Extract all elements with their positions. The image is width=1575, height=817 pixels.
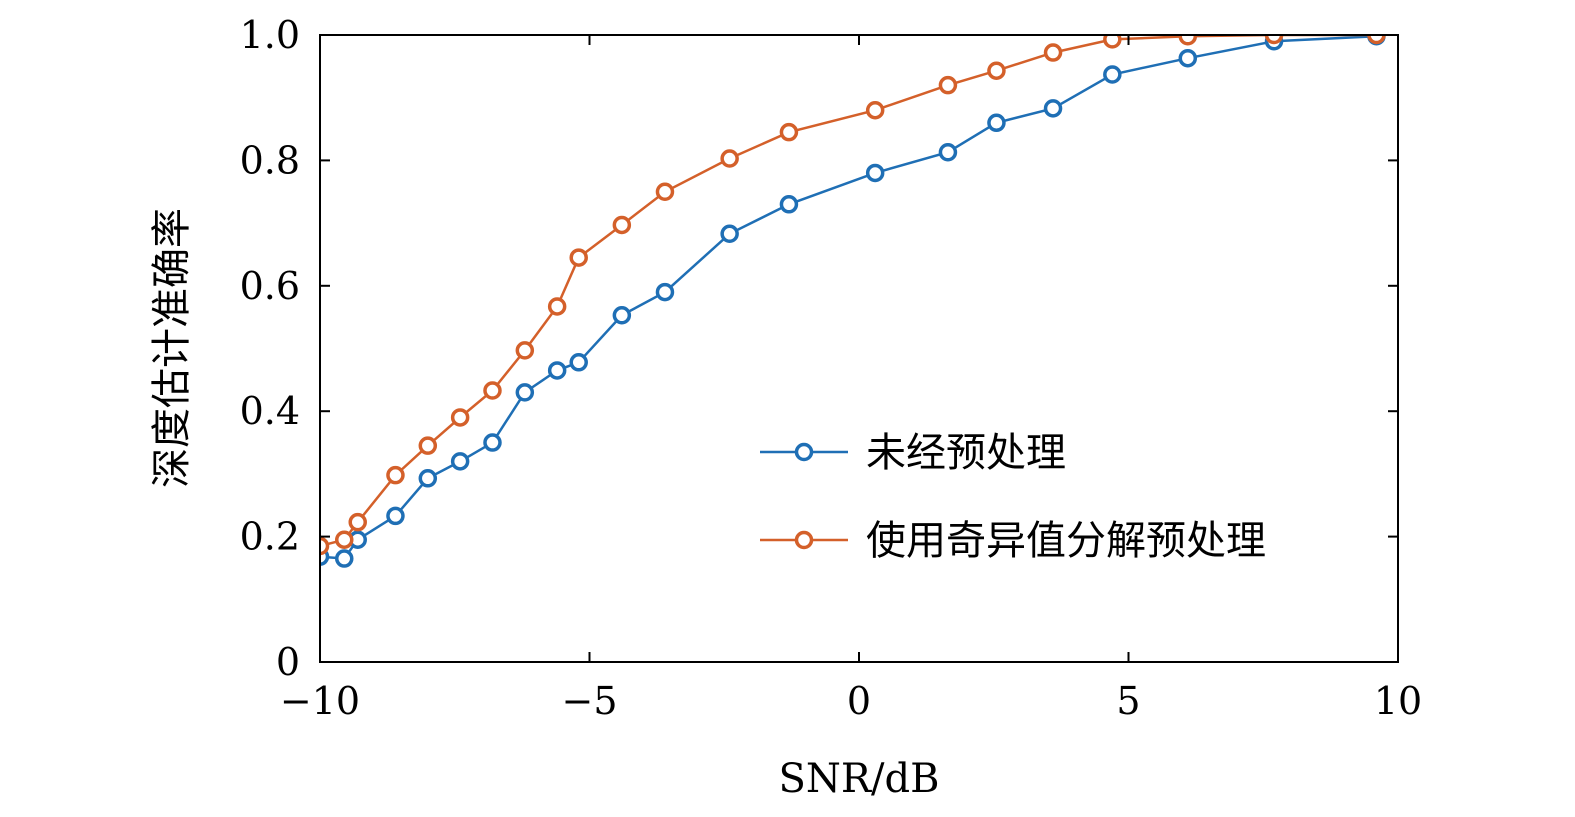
series-1 [320,35,1386,568]
series-1-point [483,433,502,452]
series-1-point [720,224,739,244]
series-2-point [569,248,588,267]
series-1-point [779,195,799,214]
y-tick-label: 0.6 [240,264,300,308]
series-2-point [547,297,567,316]
series-1-point [515,383,535,402]
x-tick-label: −5 [561,679,617,723]
series-2-point [987,61,1006,80]
series-1-point [1178,48,1198,68]
series-1-point [1103,65,1122,84]
legend-marker-2 [794,530,814,550]
legend-marker-1 [794,442,814,462]
series-1-point [612,306,632,325]
y-tick-label: 0.8 [240,138,300,182]
series-1-point [335,549,354,568]
series-2-point [320,536,330,556]
series-1-point [547,361,567,380]
series-2-point [1103,35,1122,49]
series-2-point [515,341,535,360]
series-2-point [1367,35,1386,45]
series-2-point [865,100,885,120]
plot-frame [319,34,1399,663]
series-2-point [1043,43,1063,62]
series-2-point [418,436,438,455]
series-1-point [865,163,885,183]
series-2-point [720,149,739,168]
legend-label-1: 未经预处理 [866,430,1066,476]
x-axis-title: SNR/dB [779,756,940,802]
legend-label-2: 使用奇异值分解预处理 [866,518,1266,564]
series-1-line [320,35,1377,560]
series-1-point [450,452,470,471]
x-tick-label: −10 [280,679,360,723]
series-2-point [655,182,675,201]
series-2-point [1264,35,1284,45]
series-2-point [483,381,502,400]
series-2-point [938,75,958,95]
y-tick-label: 0 [276,640,300,684]
series-2-point [386,465,405,485]
series-2-point [348,512,367,532]
series-2-point [1178,35,1198,46]
series-2 [320,35,1386,556]
x-tick-label: 0 [847,679,871,723]
series-2-point [335,530,354,549]
x-tick-label: 5 [1116,679,1140,723]
y-tick-label: 0.4 [240,389,300,433]
series-1-point [938,142,958,162]
series-1-point [569,353,588,372]
y-tick-label: 1.0 [240,13,300,57]
y-tick-label: 0.2 [240,515,300,559]
y-axis-title: 深度估计准确率 [149,208,195,488]
series-2-line [320,35,1377,548]
series-1-point [987,113,1006,133]
series-1-point [386,506,405,526]
series-2-point [779,122,799,142]
x-tick-label: 10 [1374,679,1422,723]
series-2-point [612,215,632,235]
series-1-point [655,282,675,302]
series-2-point [450,408,470,427]
series-1-point [418,469,438,488]
series-1-point [1043,99,1063,118]
